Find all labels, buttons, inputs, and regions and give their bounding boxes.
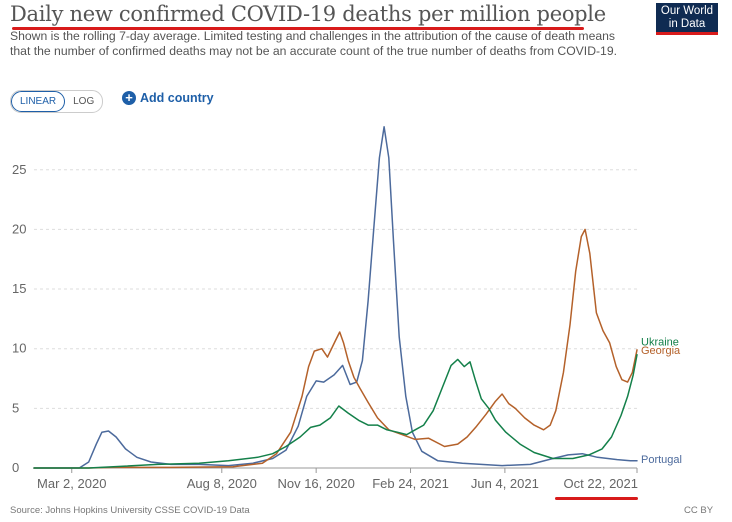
x-tick-label: Feb 24, 2021: [372, 476, 449, 491]
y-tick-label: 20: [12, 221, 26, 236]
log-scale-button[interactable]: LOG: [73, 96, 95, 107]
x-tick-label: Oct 22, 2021: [564, 476, 638, 491]
logo-annotation-underline: [656, 32, 718, 35]
chart-title: Daily new confirmed COVID-19 deaths per …: [10, 2, 606, 26]
series-label-portugal: Portugal: [641, 454, 682, 466]
axes: 0 5 10 15 20 25 Mar 2, 2020 Aug 8, 2020 Nov 16, …: [12, 162, 638, 491]
y-tick-label: 0: [12, 460, 19, 475]
add-country-button[interactable]: + Add country: [122, 91, 214, 105]
series-line-ukraine: [33, 353, 638, 469]
linear-scale-button[interactable]: LINEAR: [11, 91, 66, 112]
logo-line-1: Our World: [660, 5, 714, 17]
series-label-ukraine: Ukraine: [641, 337, 679, 349]
y-tick-label: 25: [12, 162, 26, 177]
chart-subtitle: Shown is the rolling 7-day average. Limi…: [10, 29, 617, 58]
owid-logo[interactable]: Our World in Data: [656, 3, 718, 34]
series-label-georgia: Georgia: [641, 345, 681, 357]
y-tick-label: 15: [12, 281, 26, 296]
add-country-label: Add country: [140, 91, 214, 105]
series-line-georgia: [33, 228, 638, 469]
series: [33, 126, 638, 469]
x-tick-label: Aug 8, 2020: [187, 476, 257, 491]
grid: [34, 169, 637, 409]
series-line-portugal: [33, 126, 638, 469]
plus-icon: +: [122, 91, 136, 105]
title-annotation-underline: [12, 27, 584, 30]
date-annotation-underline: [555, 497, 638, 500]
x-tick-label: Mar 2, 2020: [37, 476, 106, 491]
y-tick-label: 5: [12, 400, 19, 415]
source-link[interactable]: Source: Johns Hopkins University CSSE CO…: [10, 505, 250, 516]
x-tick-label: Nov 16, 2020: [277, 476, 354, 491]
y-tick-label: 10: [12, 341, 26, 356]
scale-toggle: LINEAR LOG: [10, 90, 104, 113]
x-tick-label: Jun 4, 2021: [471, 476, 539, 491]
logo-line-2: in Data: [668, 18, 706, 30]
license-link[interactable]: CC BY: [684, 505, 714, 516]
